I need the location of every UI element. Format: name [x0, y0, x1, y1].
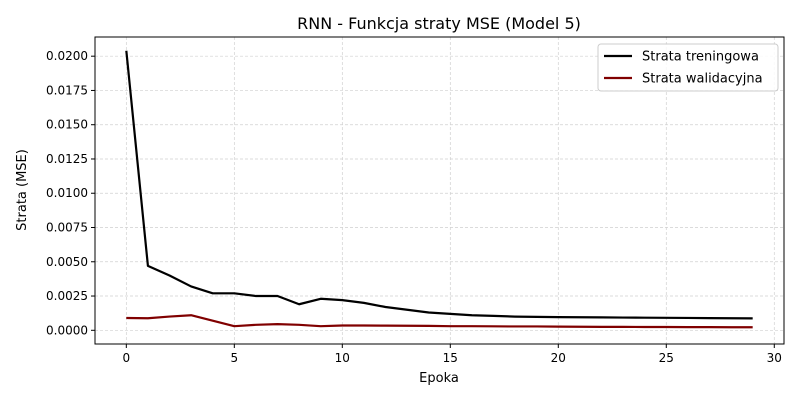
y-tick-label: 0.0150	[46, 118, 88, 132]
y-tick-label: 0.0050	[46, 255, 88, 269]
y-tick-label: 0.0175	[46, 83, 88, 97]
plot-frame	[94, 36, 785, 345]
x-tick-label: 20	[551, 351, 566, 365]
y-tick-label: 0.0075	[46, 221, 88, 235]
y-tick-label: 0.0025	[46, 289, 88, 303]
series-line-2	[126, 314, 753, 329]
x-tick-label: 30	[767, 351, 782, 365]
y-tick-label: 0.0100	[46, 186, 88, 200]
x-tick-label: 0	[122, 351, 130, 365]
chart-title: RNN - Funkcja straty MSE (Model 5)	[297, 14, 581, 33]
y-tick-label: 0.0125	[46, 152, 88, 166]
x-tick-label: 25	[659, 351, 674, 365]
legend: Strata treningowa Strata walidacyjna	[597, 43, 779, 92]
x-tick-label: 15	[443, 351, 458, 365]
legend-label-1: Strata treningowa	[642, 50, 759, 65]
y-tick-label: 0.0000	[46, 323, 88, 337]
y-axis-label: Strata (MSE)	[15, 149, 30, 231]
y-tick-label: 0.0200	[46, 49, 88, 63]
series-line-1	[125, 50, 753, 320]
legend-box	[597, 43, 779, 92]
x-axis-ticks: 0 5 10 15 20 25 30	[122, 344, 782, 365]
x-axis-label: Epoka	[419, 371, 459, 386]
y-axis-ticks: 0.0000 0.0025 0.0050 0.0075 0.0100 0.0125 0.01…	[46, 49, 95, 337]
x-tick-label: 5	[230, 351, 238, 365]
series-lines	[125, 50, 753, 329]
legend-label-2: Strata walidacyjna	[642, 72, 763, 87]
x-tick-label: 10	[335, 351, 350, 365]
